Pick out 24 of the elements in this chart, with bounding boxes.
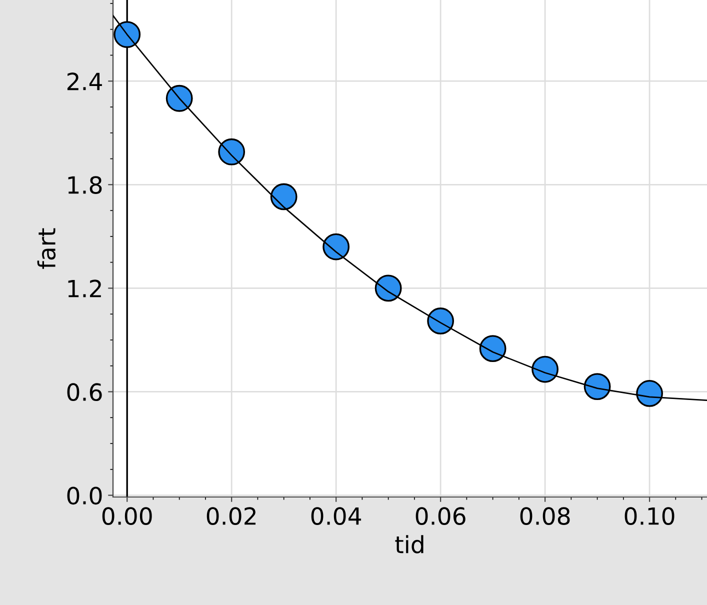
y-tick-label: 2.4 (67, 72, 102, 90)
x-tick-label: 0.08 (520, 507, 570, 525)
point (532, 356, 558, 383)
point (218, 138, 246, 166)
point (374, 274, 402, 302)
y-tick-label: 1.2 (68, 280, 101, 298)
y-tick-label: 0.0 (67, 486, 102, 505)
x-tick-label: 0.10 (624, 507, 674, 525)
point (166, 84, 193, 112)
point (270, 183, 298, 210)
y-tick-label: 0.6 (67, 383, 102, 402)
x-axis-title: tid (395, 535, 424, 554)
y-tick-label: 1.8 (68, 176, 102, 194)
x-tick-label: 0.06 (416, 507, 466, 525)
point (636, 380, 663, 407)
point (479, 335, 506, 362)
x-tick-label: 0.02 (206, 507, 256, 525)
point (322, 233, 350, 260)
x-tick-label: 0.04 (311, 507, 362, 525)
point (584, 373, 611, 400)
x-tick-label: 0.00 (102, 507, 152, 525)
y-axis-title: fart (37, 228, 56, 269)
point (114, 21, 141, 48)
point (427, 308, 454, 334)
